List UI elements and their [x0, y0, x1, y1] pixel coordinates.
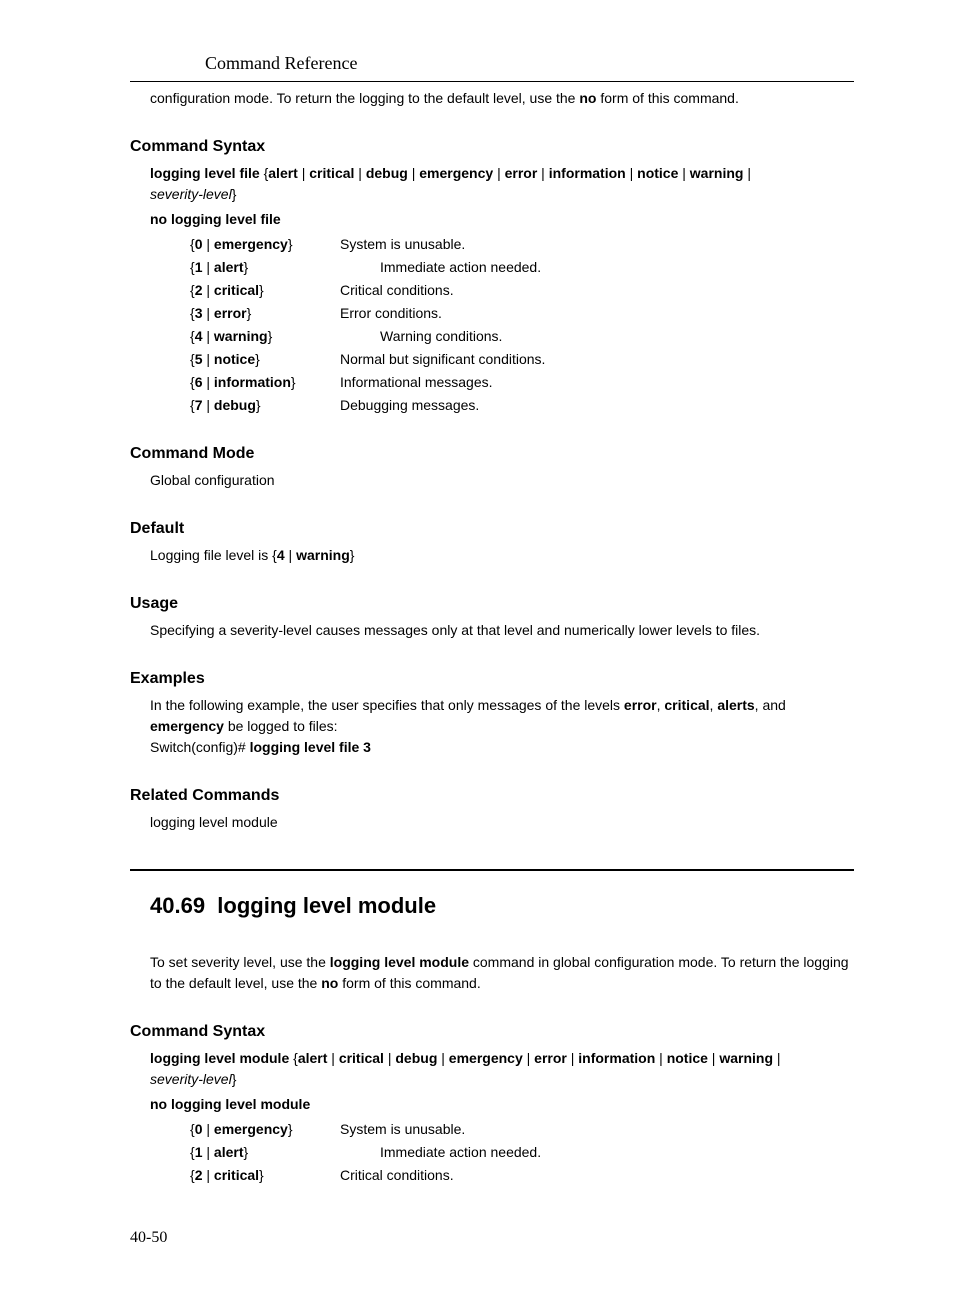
- param-desc: Immediate action needed.: [340, 1142, 854, 1163]
- param-table-2: {0 | emergency}System is unusable.{1 | a…: [130, 1119, 854, 1186]
- param-row: {6 | information}Informational messages.: [190, 372, 854, 393]
- page: Command Reference configuration mode. To…: [0, 0, 954, 1290]
- examples-command: Switch(config)# logging level file 3: [150, 737, 854, 758]
- param-key: {0 | emergency}: [190, 1119, 340, 1140]
- param-desc: Error conditions.: [340, 303, 854, 324]
- command-mode-text: Global configuration: [150, 470, 854, 491]
- param-key: {2 | critical}: [190, 1165, 340, 1186]
- param-key: {0 | emergency}: [190, 234, 340, 255]
- param-key: {7 | debug}: [190, 395, 340, 416]
- heading-command-syntax: Command Syntax: [130, 135, 854, 159]
- intro-text: configuration mode. To return the loggin…: [150, 88, 854, 109]
- param-desc: Normal but significant conditions.: [340, 349, 854, 370]
- param-key: {1 | alert}: [190, 1142, 340, 1163]
- param-key: {1 | alert}: [190, 257, 340, 278]
- param-table-1: {0 | emergency}System is unusable.{1 | a…: [130, 234, 854, 416]
- param-desc: Informational messages.: [340, 372, 854, 393]
- default-text: Logging file level is {4 | warning}: [150, 545, 854, 566]
- param-row: {0 | emergency}System is unusable.: [190, 1119, 854, 1140]
- heading-related-commands: Related Commands: [130, 784, 854, 808]
- no-command-2: no logging level module: [150, 1094, 854, 1115]
- header-rule: [130, 81, 854, 82]
- section-divider: [130, 869, 854, 871]
- param-desc: Critical conditions.: [340, 1165, 854, 1186]
- syntax-line-3: logging level module {alert | critical |…: [150, 1048, 854, 1069]
- param-desc: Critical conditions.: [340, 280, 854, 301]
- param-row: {1 | alert}Immediate action needed.: [190, 1142, 854, 1163]
- param-row: {7 | debug}Debugging messages.: [190, 395, 854, 416]
- chapter-heading: 40.69 logging level module: [150, 889, 854, 922]
- param-desc: Debugging messages.: [340, 395, 854, 416]
- param-row: {4 | warning}Warning conditions.: [190, 326, 854, 347]
- heading-command-syntax-2: Command Syntax: [130, 1020, 854, 1044]
- no-command-1: no logging level file: [150, 209, 854, 230]
- examples-text: In the following example, the user speci…: [150, 695, 854, 737]
- param-row: {3 | error}Error conditions.: [190, 303, 854, 324]
- usage-text: Specifying a severity-level causes messa…: [150, 620, 854, 641]
- syntax-line-4: severity-level}: [150, 1069, 854, 1090]
- heading-default: Default: [130, 517, 854, 541]
- related-commands-text: logging level module: [150, 812, 854, 833]
- running-header: Command Reference: [205, 50, 854, 81]
- syntax-line-1: logging level file {alert | critical | d…: [150, 163, 854, 184]
- param-row: {0 | emergency}System is unusable.: [190, 234, 854, 255]
- param-key: {4 | warning}: [190, 326, 340, 347]
- param-key: {2 | critical}: [190, 280, 340, 301]
- param-row: {2 | critical}Critical conditions.: [190, 280, 854, 301]
- param-desc: Warning conditions.: [340, 326, 854, 347]
- intro2-text: To set severity level, use the logging l…: [150, 952, 854, 994]
- param-row: {2 | critical}Critical conditions.: [190, 1165, 854, 1186]
- param-row: {1 | alert}Immediate action needed.: [190, 257, 854, 278]
- heading-usage: Usage: [130, 592, 854, 616]
- heading-command-mode: Command Mode: [130, 442, 854, 466]
- param-desc: System is unusable.: [340, 234, 854, 255]
- page-number: 40-50: [130, 1226, 854, 1250]
- param-key: {3 | error}: [190, 303, 340, 324]
- heading-examples: Examples: [130, 667, 854, 691]
- param-row: {5 | notice}Normal but significant condi…: [190, 349, 854, 370]
- param-desc: System is unusable.: [340, 1119, 854, 1140]
- param-desc: Immediate action needed.: [340, 257, 854, 278]
- param-key: {6 | information}: [190, 372, 340, 393]
- param-key: {5 | notice}: [190, 349, 340, 370]
- syntax-line-2: severity-level}: [150, 184, 854, 205]
